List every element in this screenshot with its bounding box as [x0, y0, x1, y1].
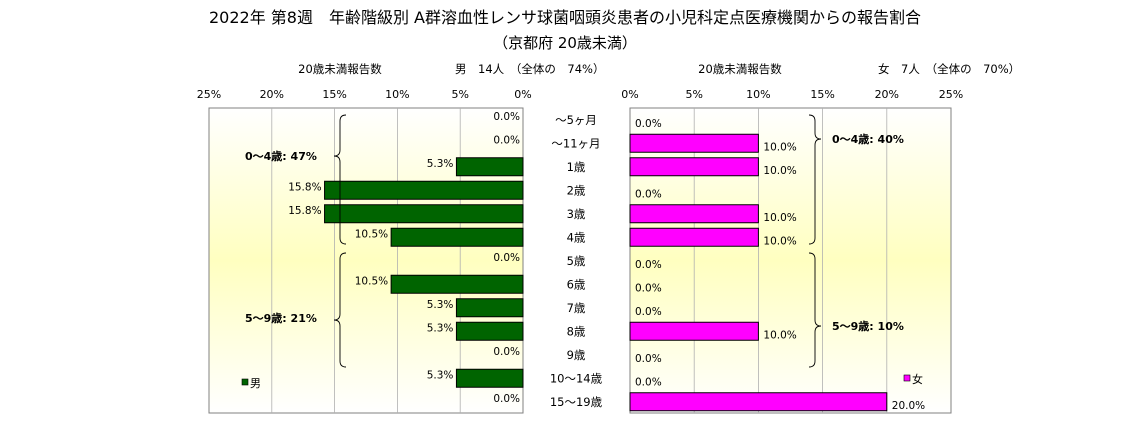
- category-label: 6歳: [567, 277, 586, 291]
- female-5-9-brace: [808, 252, 822, 368]
- male-bar-value-label: 15.8%: [288, 181, 321, 193]
- category-label: 3歳: [567, 207, 586, 221]
- male-x-tick-label: 15%: [322, 88, 346, 101]
- chart-subtitle: （京都府 20歳未満）: [493, 34, 637, 52]
- male-axis-label: 20歳未満報告数: [298, 62, 382, 76]
- male-x-tick-label: 0%: [514, 88, 531, 101]
- female-bar-value-label: 10.0%: [763, 235, 796, 247]
- male-bar-value-label: 5.3%: [427, 299, 454, 311]
- female-bar-value-label: 0.0%: [635, 353, 662, 365]
- male-bar: [390, 274, 524, 294]
- male-bar: [455, 298, 524, 318]
- male-x-tick-label: 5%: [451, 88, 468, 101]
- female-x-tick-label: 15%: [810, 88, 834, 101]
- category-label: 9歳: [567, 348, 586, 362]
- female-x-tick-label: 0%: [621, 88, 638, 101]
- male-bar-value-label: 10.5%: [355, 275, 388, 287]
- chart-title: 2022年 第8週 年齢階級別 A群溶血性レンサ球菌咽頭炎患者の小児科定点医療機…: [208, 8, 922, 27]
- male-bar-value-label: 0.0%: [493, 252, 520, 264]
- female-x-tick-label: 10%: [746, 88, 770, 101]
- female-bar: [629, 204, 759, 224]
- female-axis-label: 20歳未満報告数: [698, 62, 782, 76]
- male-bar: [455, 321, 524, 341]
- male-bar-value-label: 0.0%: [493, 346, 520, 358]
- category-label: 15～19歳: [550, 395, 603, 409]
- female-x-tick-label: 5%: [685, 88, 702, 101]
- male-bar-value-label: 0.0%: [493, 111, 520, 123]
- male-5-9-group-label: 5～9歳: 21%: [245, 311, 317, 325]
- male-legend: 男: [241, 377, 261, 390]
- male-bar-value-label: 5.3%: [427, 158, 454, 170]
- male-bar-value-label: 10.5%: [355, 228, 388, 240]
- male-summary: 男 14人 （全体の 74%）: [455, 62, 604, 76]
- female-legend: 女: [903, 372, 923, 386]
- male-legend-label: 男: [250, 377, 261, 390]
- female-x-tick-label: 20%: [875, 88, 899, 101]
- female-bar-value-label: 0.0%: [635, 376, 662, 388]
- male-0-4-brace: [333, 114, 347, 245]
- female-legend-label: 女: [912, 372, 923, 386]
- female-bar: [629, 157, 759, 177]
- category-label: 5歳: [567, 254, 586, 268]
- male-bar: [455, 368, 524, 388]
- male-bar-value-label: 0.0%: [493, 393, 520, 405]
- female-bar-value-label: 10.0%: [763, 329, 796, 341]
- female-5-9-group-label: 5～9歳: 10%: [832, 319, 904, 333]
- male-bar: [390, 227, 524, 247]
- female-0-4-group-label: 0～4歳: 40%: [832, 132, 904, 146]
- female-summary: 女 7人 （全体の 70%）: [878, 62, 1020, 76]
- female-bar-value-label: 0.0%: [635, 259, 662, 271]
- male-bar-value-label: 15.8%: [288, 205, 321, 217]
- male-bar: [455, 157, 524, 177]
- female-bar-value-label: 0.0%: [635, 188, 662, 200]
- female-bar-value-label: 10.0%: [763, 141, 796, 153]
- female-x-tick-label: 25%: [939, 88, 963, 101]
- male-x-tick-label: 10%: [385, 88, 409, 101]
- category-label: 4歳: [567, 230, 586, 244]
- category-label: 1歳: [567, 160, 586, 174]
- female-bar: [629, 227, 759, 247]
- female-bar-value-label: 0.0%: [635, 118, 662, 130]
- female-bar: [629, 133, 759, 153]
- male-x-tick-label: 20%: [260, 88, 284, 101]
- male-0-4-group-label: 0～4歳: 47%: [245, 149, 317, 163]
- female-bar: [629, 392, 888, 412]
- male-bar: [324, 180, 524, 200]
- category-label: 8歳: [567, 324, 586, 338]
- female-0-4-brace: [808, 114, 822, 245]
- category-label: 2歳: [567, 183, 586, 197]
- female-bar-value-label: 0.0%: [635, 282, 662, 294]
- male-bar-value-label: 5.3%: [427, 369, 454, 381]
- category-label: 7歳: [567, 301, 586, 315]
- male-bar-value-label: 0.0%: [493, 134, 520, 146]
- male-bar-value-label: 5.3%: [427, 322, 454, 334]
- male-legend-swatch: [241, 378, 249, 386]
- female-plot-area: [629, 107, 952, 414]
- female-legend-swatch: [903, 374, 911, 382]
- female-bar-value-label: 0.0%: [635, 306, 662, 318]
- male-x-tick-label: 25%: [197, 88, 221, 101]
- female-bar-value-label: 10.0%: [763, 165, 796, 177]
- category-label: 10～14歳: [550, 371, 603, 385]
- female-bar: [629, 321, 759, 341]
- female-bar-value-label: 10.0%: [763, 212, 796, 224]
- male-5-9-brace: [333, 252, 347, 368]
- male-bar: [324, 204, 524, 224]
- category-label: ～5ヶ月: [555, 113, 597, 127]
- category-label: ～11ヶ月: [551, 136, 600, 150]
- female-bar-value-label: 20.0%: [892, 400, 925, 412]
